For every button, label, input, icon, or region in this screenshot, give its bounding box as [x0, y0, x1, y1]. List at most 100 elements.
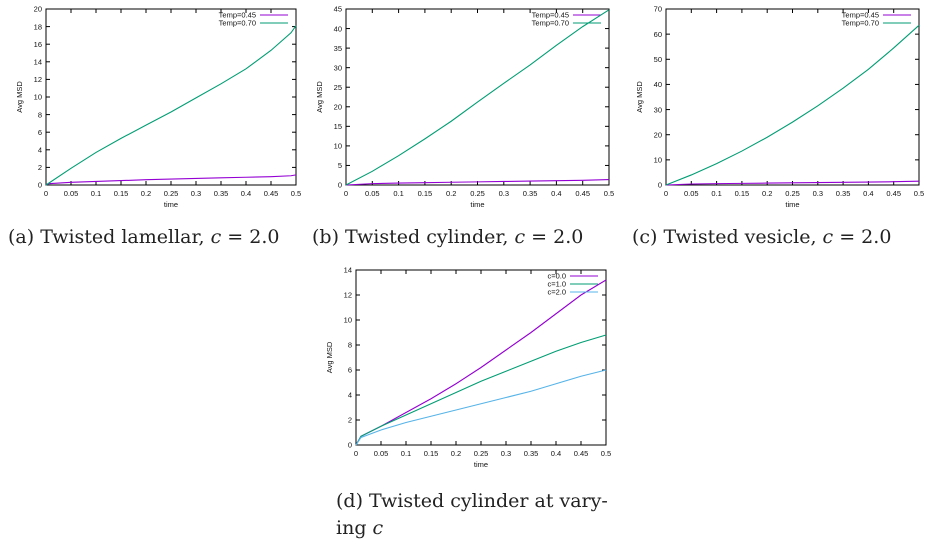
- x-axis-label: time: [474, 460, 488, 469]
- x-tick-label: 0.05: [365, 189, 380, 198]
- x-tick-label: 0.1: [393, 189, 403, 198]
- x-tick-label: 0.25: [164, 189, 179, 198]
- y-tick-label: 0: [38, 181, 42, 190]
- caption-a-suffix: = 2.0: [221, 226, 280, 248]
- y-tick-label: 2: [38, 163, 42, 172]
- x-tick-label: 0.05: [684, 189, 699, 198]
- y-tick-label: 4: [348, 391, 352, 400]
- y-tick-label: 14: [344, 266, 352, 275]
- y-tick-label: 20: [654, 130, 662, 139]
- x-tick-label: 0.35: [214, 189, 229, 198]
- y-tick-label: 20: [334, 102, 342, 111]
- caption-a-var: c: [210, 226, 222, 248]
- caption-b-suffix: = 2.0: [525, 226, 584, 248]
- legend-label-2: c=2.0: [547, 288, 566, 297]
- x-tick-label: 0: [344, 189, 348, 198]
- x-tick-label: 0.3: [813, 189, 823, 198]
- y-axis-label: Avg MSD: [315, 81, 324, 113]
- x-tick-label: 0.5: [914, 189, 924, 198]
- caption-c: (c) Twisted vesicle, c = 2.0: [632, 226, 891, 248]
- x-axis-label: time: [785, 200, 799, 209]
- series-line-0: [665, 180, 920, 186]
- y-tick-label: 45: [334, 5, 342, 14]
- x-tick-label: 0.25: [470, 189, 485, 198]
- y-tick-label: 8: [348, 341, 352, 350]
- x-tick-label: 0.15: [418, 189, 433, 198]
- series-line-1: [355, 334, 607, 446]
- y-tick-label: 6: [38, 128, 42, 137]
- y-tick-label: 35: [334, 44, 342, 53]
- y-tick-label: 50: [654, 55, 662, 64]
- x-tick-label: 0.4: [241, 189, 251, 198]
- y-tick-label: 5: [338, 161, 342, 170]
- x-tick-label: 0.05: [64, 189, 79, 198]
- x-tick-label: 0.2: [141, 189, 151, 198]
- caption-a: (a) Twisted lamellar, c = 2.0: [8, 226, 279, 248]
- x-tick-label: 0.45: [574, 449, 589, 458]
- y-tick-label: 10: [334, 142, 342, 151]
- x-tick-label: 0.4: [551, 189, 561, 198]
- x-tick-label: 0.3: [501, 449, 511, 458]
- caption-a-prefix: (a) Twisted lamellar,: [8, 226, 211, 248]
- caption-d-var: c: [372, 517, 384, 539]
- caption-c-var: c: [822, 226, 834, 248]
- x-tick-label: 0.5: [601, 449, 611, 458]
- y-tick-label: 12: [34, 75, 42, 84]
- y-tick-label: 12: [344, 291, 352, 300]
- y-tick-label: 60: [654, 30, 662, 39]
- x-tick-label: 0.2: [762, 189, 772, 198]
- series-line-1: [345, 9, 610, 186]
- x-tick-label: 0.5: [291, 189, 301, 198]
- x-tick-label: 0.35: [523, 189, 538, 198]
- chart-twisted-lamellar: 0 0.05 0.1 0.15 0.2 0.25 0.3 0.35 0.4 0.45 0.5 0 2 4 6…: [15, 5, 301, 209]
- plot-frame: [45, 8, 297, 186]
- legend-label-1: Temp=0.70: [532, 19, 569, 28]
- x-tick-label: 0.05: [374, 449, 389, 458]
- x-tick-label: 0.25: [785, 189, 800, 198]
- caption-c-suffix: = 2.0: [833, 226, 892, 248]
- legend-label-1: Temp=0.70: [219, 19, 256, 28]
- y-tick-label: 10: [654, 156, 662, 165]
- y-tick-label: 25: [334, 83, 342, 92]
- x-tick-label: 0.2: [451, 449, 461, 458]
- x-tick-label: 0.35: [524, 449, 539, 458]
- series-line-0: [345, 178, 610, 186]
- x-tick-label: 0.2: [446, 189, 456, 198]
- x-tick-label: 0.3: [191, 189, 201, 198]
- caption-d-line2: ing c: [336, 515, 608, 542]
- caption-d-line2-prefix: ing: [336, 517, 373, 539]
- y-tick-label: 2: [348, 416, 352, 425]
- x-tick-label: 0.15: [424, 449, 439, 458]
- chart-twisted-vesicle: 0 0.05 0.1 0.15 0.2 0.25 0.3 0.35 0.4 0.45 0.5 0 10 2…: [635, 5, 924, 209]
- y-tick-label: 10: [344, 316, 352, 325]
- x-tick-label: 0.15: [735, 189, 750, 198]
- x-tick-label: 0.4: [551, 449, 561, 458]
- y-tick-label: 14: [34, 58, 42, 67]
- y-tick-label: 40: [334, 24, 342, 33]
- caption-d-line1: (d) Twisted cylinder at vary-: [336, 490, 608, 512]
- y-tick-label: 70: [654, 5, 662, 14]
- x-tick-label: 0.45: [575, 189, 590, 198]
- x-tick-label: 0.35: [836, 189, 851, 198]
- x-tick-label: 0: [44, 189, 48, 198]
- caption-b: (b) Twisted cylinder, c = 2.0: [312, 226, 583, 248]
- x-tick-label: 0.1: [711, 189, 721, 198]
- series-line-0: [45, 174, 297, 186]
- x-tick-label: 0.1: [91, 189, 101, 198]
- y-axis-label: Avg MSD: [15, 81, 24, 113]
- x-tick-label: 0.45: [886, 189, 901, 198]
- legend-label-1: Temp=0.70: [842, 19, 879, 28]
- y-tick-label: 40: [654, 80, 662, 89]
- y-axis-label: Avg MSD: [635, 81, 644, 113]
- legend-label-0: Temp=0.45: [532, 11, 569, 20]
- y-tick-label: 0: [348, 441, 352, 450]
- series-line-1: [45, 25, 297, 186]
- x-tick-label: 0: [664, 189, 668, 198]
- y-tick-label: 16: [34, 40, 42, 49]
- legend-label-0: Temp=0.45: [842, 11, 879, 20]
- x-tick-label: 0.4: [863, 189, 873, 198]
- y-tick-label: 6: [348, 366, 352, 375]
- x-tick-label: 0.25: [474, 449, 489, 458]
- y-tick-label: 0: [658, 181, 662, 190]
- plot-frame: [665, 8, 920, 186]
